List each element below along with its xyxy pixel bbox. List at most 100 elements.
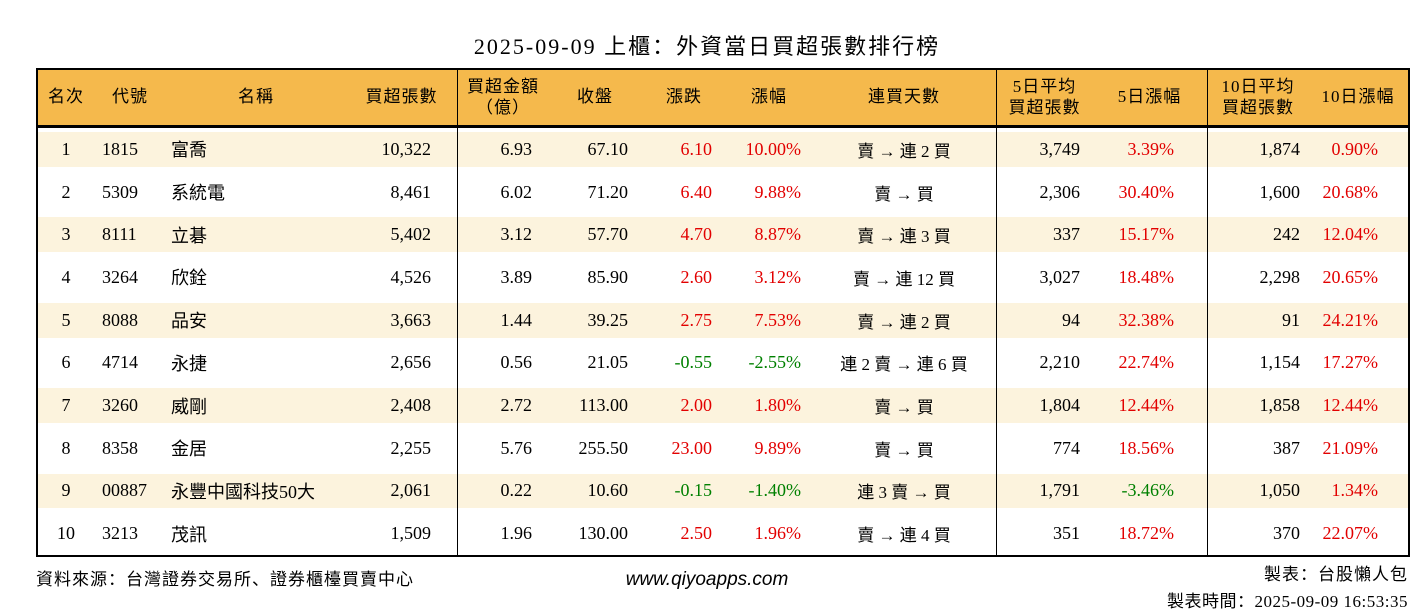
column-header-rank: 名次 (38, 70, 94, 125)
cell-change-5d: 15.17% (1092, 213, 1208, 257)
cell-rank: 8 (61, 437, 71, 458)
cell-code: 8111 (102, 224, 137, 245)
column-header-change-pct: 漲幅 (726, 70, 812, 125)
cell-change-5d: 18.48% (1092, 256, 1208, 299)
table-row: 4 3264 欣銓 4,526 3.89 85.90 2.60 3.12% 賣 → 連 12 買… (38, 256, 1408, 299)
cell-change-10d: 24.21% (1322, 309, 1379, 330)
cell-code: 3260 (102, 395, 138, 416)
cell-net-buy-amount: 2.72 (500, 395, 533, 416)
table-row: 6 4714 永捷 2,656 0.56 21.05 -0.55 -2.55% 連 2 賣 → … (38, 341, 1408, 385)
cell-net-buy-lots: 2,255 (346, 426, 458, 470)
cell-code: 8358 (102, 437, 138, 458)
cell-avg5-net-buy: 3,027 (1039, 266, 1081, 287)
column-header-change-10d: 10日漲幅 (1308, 70, 1408, 125)
column-header-line: 收盤 (577, 87, 613, 107)
cell-rank: 5 (61, 309, 71, 330)
cell-change-5d: -3.46% (1092, 469, 1208, 513)
website-url: www.qiyoapps.com (625, 569, 789, 590)
cell-avg5-net-buy: 94 (1062, 309, 1080, 330)
column-header-line: 5日平均 (1012, 76, 1077, 96)
cell-change-10d: 21.09% (1322, 437, 1379, 458)
column-header-avg10-net-buy: 10日平均 買超張數 (1208, 70, 1308, 125)
column-header-buy-streak: 連買天數 (812, 70, 997, 125)
cell-change-pct: 10.00% (745, 138, 802, 159)
cell-buy-streak: 賣 → 連 3 買 (812, 213, 997, 257)
cell-net-buy-amount: 1.44 (500, 309, 533, 330)
cell-code: 8088 (102, 309, 138, 330)
cell-close: 39.25 (587, 309, 629, 330)
cell-change-10d: 0.90% (1331, 138, 1379, 159)
cell-avg5-net-buy: 337 (1053, 224, 1080, 245)
cell-buy-streak: 賣 → 連 2 買 (812, 128, 997, 171)
cell-change-pct: -1.40% (748, 480, 802, 501)
column-header-net-buy-amount: 買超金額 （億） (458, 70, 548, 125)
cell-net-buy-amount: 1.96 (500, 523, 533, 544)
cell-code: 4714 (102, 352, 138, 373)
cell-net-buy-amount: 6.93 (500, 138, 533, 159)
cell-change-pct: 1.80% (754, 395, 802, 416)
cell-net-buy-amount: 0.22 (500, 480, 533, 501)
cell-change-pct: 3.12% (754, 266, 802, 287)
cell-close: 10.60 (587, 480, 629, 501)
cell-buy-streak: 賣 → 連 2 買 (812, 298, 997, 342)
table-row: 7 3260 威剛 2,408 2.72 113.00 2.00 1.80% 賣 → 買 1,80… (38, 384, 1408, 427)
maker-credit: 製表：台股懶人包 (1264, 565, 1408, 584)
cell-code: 5309 (102, 181, 138, 202)
column-header-code: 代號 (94, 70, 166, 125)
cell-avg10-net-buy: 1,600 (1259, 181, 1301, 202)
cell-change-10d: 1.34% (1331, 480, 1379, 501)
cell-avg10-net-buy: 1,050 (1259, 480, 1301, 501)
column-header-line: 名次 (48, 87, 84, 107)
table-row: 8 8358 金居 2,255 5.76 255.50 23.00 9.89% 賣 → 買 774… (38, 426, 1408, 470)
column-header-line: 漲跌 (666, 87, 702, 107)
cell-avg5-net-buy: 774 (1053, 437, 1080, 458)
cell-net-buy-lots: 10,322 (346, 128, 458, 171)
column-header-line: 10日漲幅 (1321, 87, 1395, 107)
cell-avg5-net-buy: 1,804 (1039, 395, 1081, 416)
cell-name: 永豐中國科技50大 (171, 481, 315, 502)
cell-name: 威剛 (171, 396, 207, 417)
column-header-line: （億） (476, 97, 530, 117)
column-header-line: 買超張數 (365, 87, 438, 107)
ranking-table: 名次 代號 名稱 買超張數 買超金額 （億） 收盤 漲跌 漲幅 連買天數 5日平均 買超張數 5日漲幅 1… (36, 68, 1410, 557)
column-header-line: 買超張數 (1222, 97, 1294, 117)
cell-buy-streak: 賣 → 連 12 買 (812, 256, 997, 299)
cell-name: 立碁 (171, 225, 207, 246)
cell-close: 67.10 (587, 138, 629, 159)
cell-change-10d: 20.68% (1322, 181, 1379, 202)
cell-net-buy-lots: 2,061 (346, 469, 458, 513)
cell-rank: 9 (61, 480, 71, 501)
cell-change-pct: 8.87% (754, 224, 802, 245)
cell-name: 品安 (171, 311, 207, 332)
cell-avg10-net-buy: 1,874 (1259, 138, 1301, 159)
cell-change-5d: 18.72% (1092, 512, 1208, 556)
cell-rank: 3 (61, 224, 71, 245)
table-header-row: 名次 代號 名稱 買超張數 買超金額 （億） 收盤 漲跌 漲幅 連買天數 5日平均 買超張數 5日漲幅 1… (38, 70, 1408, 128)
cell-net-buy-lots: 5,402 (346, 213, 458, 257)
cell-name: 系統電 (171, 183, 225, 204)
cell-avg5-net-buy: 2,210 (1039, 352, 1081, 373)
cell-avg5-net-buy: 1,791 (1039, 480, 1081, 501)
cell-change: 2.00 (680, 395, 713, 416)
cell-net-buy-amount: 6.02 (500, 181, 533, 202)
cell-code: 00887 (102, 480, 147, 501)
cell-code: 3213 (102, 523, 138, 544)
cell-change: 6.40 (680, 181, 713, 202)
cell-close: 130.00 (578, 523, 629, 544)
cell-change-5d: 22.74% (1092, 341, 1208, 385)
cell-change-pct: 1.96% (754, 523, 802, 544)
cell-change: 4.70 (680, 224, 713, 245)
cell-close: 57.70 (587, 224, 629, 245)
cell-avg10-net-buy: 91 (1282, 309, 1300, 330)
cell-net-buy-lots: 4,526 (346, 256, 458, 299)
table-body: 1 1815 富喬 10,322 6.93 67.10 6.10 10.00% 賣 → 連 2 … (38, 128, 1408, 556)
column-header-line: 名稱 (238, 87, 274, 107)
cell-change: 2.60 (680, 266, 713, 287)
table-row: 9 00887 永豐中國科技50大 2,061 0.22 10.60 -0.15 -1.40%… (38, 469, 1408, 513)
cell-name: 欣銓 (171, 268, 207, 289)
cell-close: 21.05 (587, 352, 629, 373)
cell-change-10d: 12.04% (1322, 224, 1379, 245)
data-source-note: 資料來源：台灣證券交易所、證券櫃檯買賣中心 (36, 570, 414, 589)
cell-net-buy-amount: 0.56 (500, 352, 533, 373)
